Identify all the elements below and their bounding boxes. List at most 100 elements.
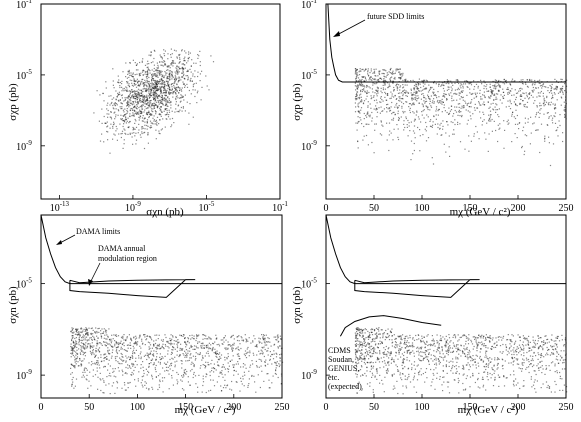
scatter-point bbox=[126, 120, 128, 122]
scatter-point bbox=[133, 80, 135, 82]
scatter-point bbox=[411, 97, 413, 99]
scatter-point bbox=[431, 381, 433, 383]
scatter-point bbox=[165, 104, 167, 106]
scatter-point bbox=[96, 343, 98, 345]
scatter-point bbox=[147, 356, 149, 358]
scatter-point bbox=[540, 108, 542, 110]
scatter-point bbox=[273, 336, 275, 338]
scatter-point bbox=[167, 83, 169, 85]
scatter-point bbox=[180, 89, 182, 91]
scatter-point bbox=[210, 363, 212, 365]
scatter-point bbox=[154, 82, 156, 84]
scatter-point bbox=[275, 370, 277, 372]
scatter-point bbox=[463, 106, 465, 109]
scatter-point bbox=[192, 73, 194, 75]
scatter-point bbox=[392, 119, 394, 121]
scatter-point bbox=[402, 103, 405, 105]
scatter-point bbox=[101, 344, 103, 346]
scatter-point bbox=[158, 99, 160, 101]
scatter-point bbox=[118, 133, 120, 135]
scatter-point bbox=[467, 86, 469, 88]
scatter-point bbox=[170, 63, 172, 65]
scatter-point bbox=[205, 346, 207, 348]
scatter-point bbox=[135, 107, 137, 109]
scatter-point bbox=[249, 352, 251, 354]
scatter-point bbox=[261, 350, 263, 352]
scatter-point bbox=[170, 92, 172, 94]
scatter-point bbox=[358, 328, 360, 330]
scatter-point bbox=[151, 358, 154, 360]
scatter-point bbox=[116, 343, 118, 345]
scatter-point bbox=[453, 113, 455, 115]
scatter-point bbox=[147, 102, 149, 104]
scatter-point bbox=[103, 337, 105, 339]
scatter-point bbox=[117, 92, 119, 94]
scatter-point bbox=[159, 363, 161, 365]
scatter-point bbox=[184, 56, 186, 58]
scatter-point bbox=[540, 123, 543, 125]
scatter-point bbox=[70, 331, 72, 333]
scatter-point bbox=[551, 97, 553, 100]
scatter-point bbox=[115, 360, 117, 362]
scatter-point bbox=[537, 80, 539, 82]
scatter-point bbox=[142, 366, 144, 368]
scatter-point bbox=[483, 94, 485, 96]
scatter-point bbox=[490, 89, 492, 91]
scatter-point bbox=[145, 81, 147, 83]
scatter-point bbox=[154, 73, 156, 75]
scatter-point bbox=[410, 159, 412, 161]
scatter-point bbox=[255, 345, 258, 347]
scatter-point bbox=[427, 108, 429, 111]
scatter-point bbox=[456, 93, 458, 95]
scatter-point bbox=[546, 112, 548, 114]
scatter-point bbox=[399, 85, 402, 87]
scatter-point bbox=[164, 83, 166, 85]
scatter-point bbox=[135, 349, 137, 351]
scatter-point bbox=[82, 354, 84, 356]
scatter-point bbox=[127, 103, 129, 105]
scatter-point bbox=[443, 90, 445, 92]
scatter-point bbox=[160, 70, 162, 72]
scatter-point bbox=[467, 110, 469, 112]
scatter-point bbox=[435, 364, 438, 366]
scatter-point bbox=[104, 357, 106, 359]
scatter-point bbox=[177, 97, 179, 99]
scatter-point bbox=[172, 349, 174, 351]
scatter-point bbox=[443, 376, 445, 378]
scatter-point bbox=[155, 95, 157, 97]
scatter-point bbox=[108, 343, 110, 345]
scatter-point bbox=[157, 64, 159, 66]
scatter-point bbox=[389, 108, 391, 110]
scatter-point bbox=[155, 350, 157, 353]
scatter-point bbox=[413, 87, 415, 89]
scatter-point bbox=[366, 353, 369, 355]
scatter-point bbox=[482, 360, 485, 362]
scatter-point bbox=[229, 360, 231, 362]
scatter-point bbox=[360, 365, 363, 367]
scatter-point bbox=[362, 353, 364, 355]
scatter-point bbox=[448, 86, 450, 88]
scatter-point bbox=[539, 85, 542, 87]
scatter-point bbox=[513, 101, 515, 103]
scatter-point bbox=[89, 345, 92, 347]
scatter-point bbox=[479, 342, 481, 344]
scatter-point bbox=[196, 102, 198, 104]
scatter-point bbox=[369, 72, 371, 74]
scatter-point bbox=[428, 96, 430, 98]
scatter-point bbox=[99, 372, 101, 374]
scatter-point bbox=[131, 84, 133, 86]
scatter-point bbox=[440, 102, 442, 104]
scatter-point bbox=[243, 371, 245, 373]
scatter-point bbox=[129, 381, 131, 384]
scatter-point bbox=[171, 88, 173, 90]
scatter-point bbox=[188, 51, 190, 53]
scatter-point bbox=[162, 343, 164, 345]
scatter-point bbox=[457, 358, 459, 360]
scatter-point bbox=[137, 102, 139, 104]
scatter-point bbox=[179, 101, 181, 103]
scatter-point bbox=[413, 103, 415, 106]
scatter-point bbox=[156, 121, 158, 123]
scatter-point bbox=[539, 345, 541, 347]
scatter-point bbox=[91, 327, 93, 329]
scatter-point bbox=[465, 335, 467, 338]
